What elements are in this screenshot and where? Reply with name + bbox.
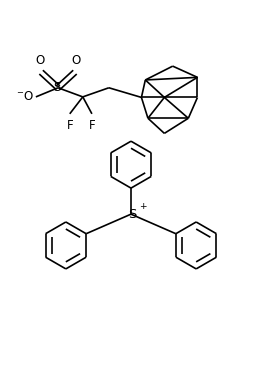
Text: S: S [128,208,137,221]
Text: F: F [67,118,73,132]
Text: O: O [72,55,81,68]
Text: $^{-}$O: $^{-}$O [16,91,34,104]
Text: O: O [35,55,45,68]
Text: F: F [89,118,95,132]
Text: +: + [139,202,146,211]
Text: S: S [53,81,61,94]
